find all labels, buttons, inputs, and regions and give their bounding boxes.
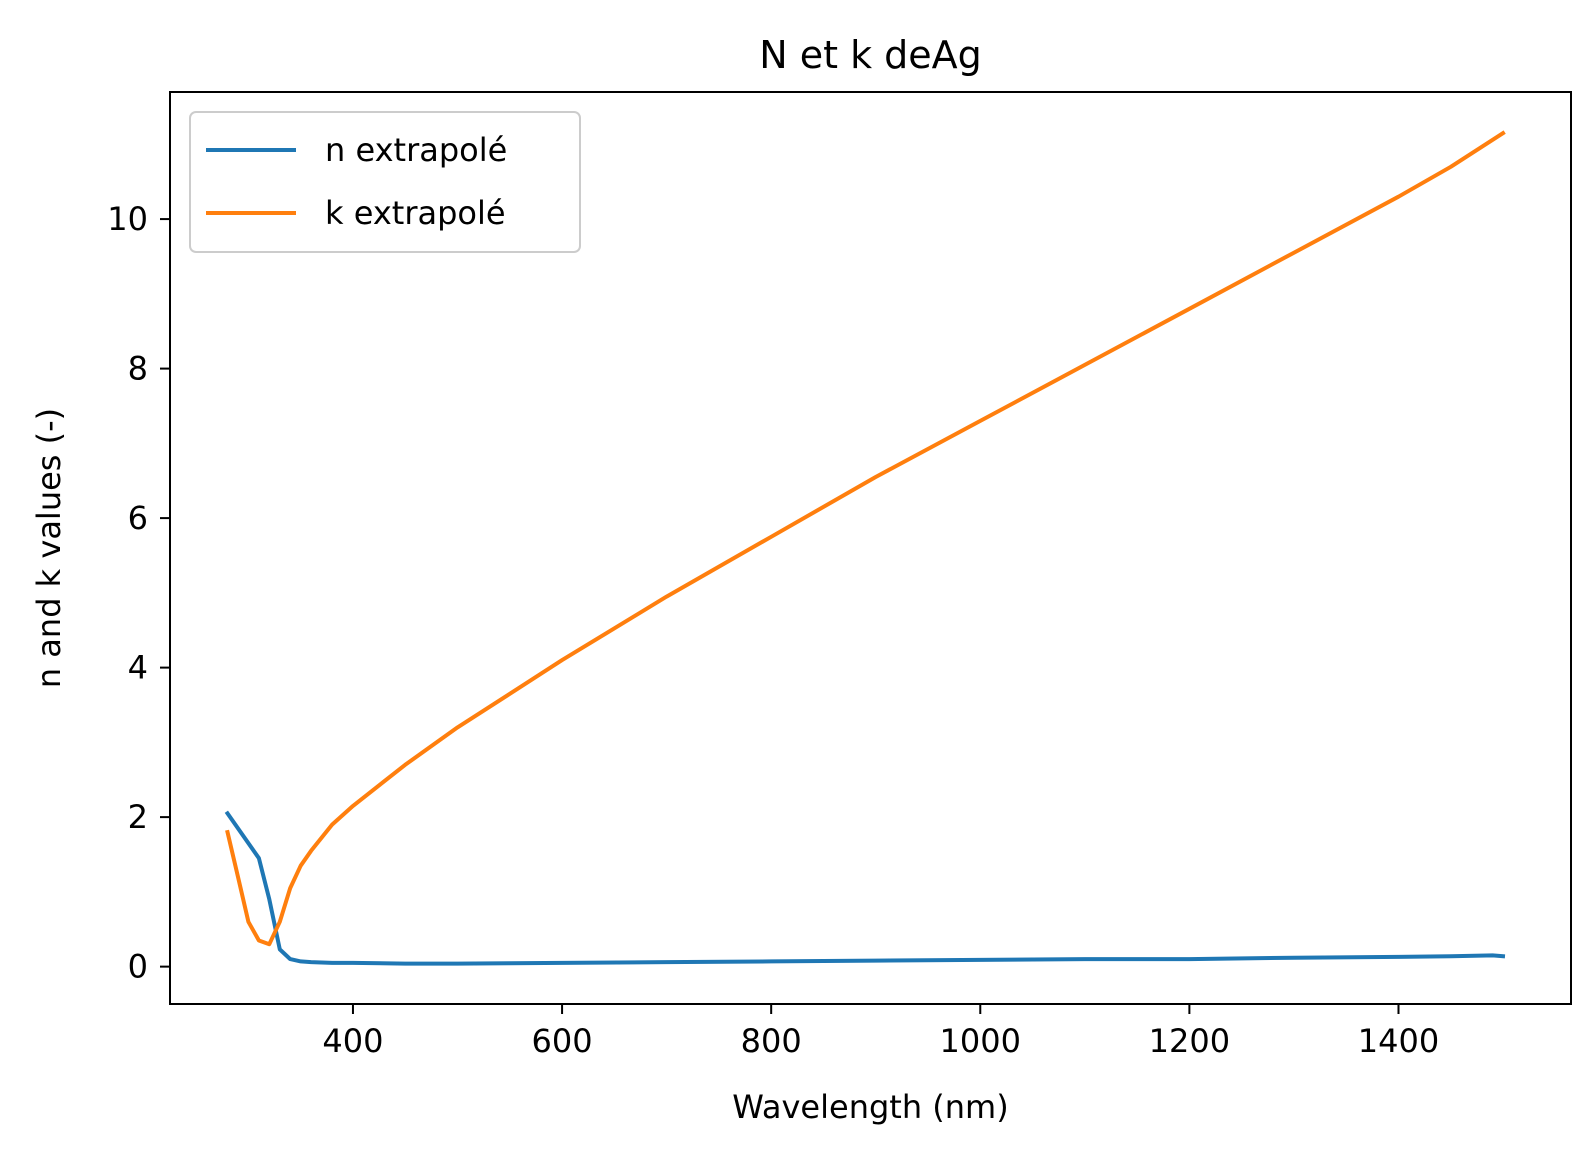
series-line-0	[224, 810, 1506, 966]
y-tick-label: 2	[128, 798, 148, 836]
y-tick-label: 6	[128, 499, 148, 537]
y-axis: 0 2 4 6 8 10	[107, 200, 170, 986]
legend-label-0: n extrapolé	[325, 131, 507, 169]
legend: n extrapolé k extrapolé	[189, 111, 581, 253]
x-axis: 400 600 800 1000 1200 1400	[322, 1004, 1439, 1060]
series-layer	[224, 130, 1506, 966]
series-line-1	[225, 130, 1506, 947]
x-tick-label: 1400	[1358, 1022, 1439, 1060]
x-tick-label: 1000	[940, 1022, 1021, 1060]
legend-box	[189, 111, 581, 253]
plot-frame	[169, 91, 1572, 1005]
y-tick-label: 8	[128, 350, 148, 388]
y-axis-label: n and k values (-)	[30, 408, 68, 688]
y-tick-label: 4	[128, 649, 148, 687]
y-tick-label: 0	[128, 948, 148, 986]
chart-title: N et k deAg	[759, 33, 982, 77]
y-tick-label: 10	[107, 200, 148, 238]
x-tick-label: 1200	[1149, 1022, 1230, 1060]
x-tick-label: 600	[532, 1022, 593, 1060]
x-tick-label: 400	[322, 1022, 383, 1060]
legend-label-1: k extrapolé	[325, 194, 506, 232]
x-tick-label: 800	[741, 1022, 802, 1060]
x-axis-label: Wavelength (nm)	[732, 1088, 1008, 1126]
